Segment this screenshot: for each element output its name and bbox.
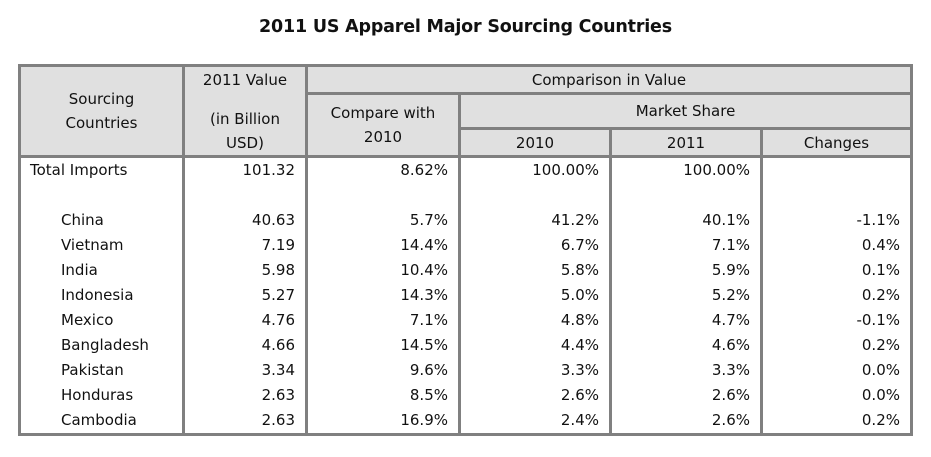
header-comparison-in-value: Comparison in Value	[305, 64, 913, 95]
cell-country: Bangladesh	[18, 333, 185, 358]
table-row: China 40.63 5.7% 41.2% 40.1% -1.1%	[18, 208, 913, 233]
cell-share-2010: 5.0%	[458, 283, 612, 308]
header-2011-value: 2011 Value (in Billion USD)	[182, 64, 308, 158]
spacer-cell	[760, 183, 913, 208]
spacer-cell	[609, 183, 763, 208]
header-changes: Changes	[760, 127, 913, 158]
cell-share-2011: 2.6%	[609, 383, 763, 408]
cell-share-2011: 7.1%	[609, 233, 763, 258]
cell-change: 0.2%	[760, 333, 913, 358]
cell-change: 0.4%	[760, 233, 913, 258]
cell-share-2011: 3.3%	[609, 358, 763, 383]
cell-value-2011: 2.63	[182, 408, 308, 435]
spacer-cell	[305, 183, 461, 208]
cell-country: Pakistan	[18, 358, 185, 383]
cell-change: 0.0%	[760, 358, 913, 383]
table-body: Total Imports 101.32 8.62% 100.00% 100.0…	[18, 156, 913, 435]
cell-country: India	[18, 258, 185, 283]
cell-change	[760, 156, 913, 183]
cell-compare-2010: 14.5%	[305, 333, 461, 358]
table-row: Cambodia 2.63 16.9% 2.4% 2.6% 0.2%	[18, 408, 913, 435]
header-compare-with-2010-label: Compare with 2010	[330, 104, 436, 146]
cell-value-2011: 7.19	[182, 233, 308, 258]
cell-country: Honduras	[18, 383, 185, 408]
table-title: 2011 US Apparel Major Sourcing Countries	[259, 17, 672, 37]
cell-share-2010: 2.4%	[458, 408, 612, 435]
cell-value-2011: 3.34	[182, 358, 308, 383]
table-row-total: Total Imports 101.32 8.62% 100.00% 100.0…	[18, 156, 913, 183]
cell-compare-2010: 7.1%	[305, 308, 461, 333]
cell-change: 0.1%	[760, 258, 913, 283]
header-2011-value-line2: (in Billion USD)	[210, 110, 280, 152]
cell-compare-2010: 8.62%	[305, 156, 461, 183]
cell-change: -0.1%	[760, 308, 913, 333]
cell-value-2011: 101.32	[182, 156, 308, 183]
header-share-2011: 2011	[609, 127, 763, 158]
table-row: Bangladesh 4.66 14.5% 4.4% 4.6% 0.2%	[18, 333, 913, 358]
sourcing-table: Sourcing Countries 2011 Value (in Billio…	[18, 64, 913, 436]
header-sourcing-countries-label: Sourcing Countries	[65, 90, 138, 132]
cell-value-2011: 2.63	[182, 383, 308, 408]
table-header: Sourcing Countries 2011 Value (in Billio…	[18, 64, 913, 158]
cell-value-2011: 5.98	[182, 258, 308, 283]
cell-compare-2010: 14.4%	[305, 233, 461, 258]
table-row: India 5.98 10.4% 5.8% 5.9% 0.1%	[18, 258, 913, 283]
cell-change: 0.2%	[760, 283, 913, 308]
cell-share-2010: 5.8%	[458, 258, 612, 283]
cell-compare-2010: 9.6%	[305, 358, 461, 383]
header-sourcing-countries: Sourcing Countries	[18, 64, 185, 158]
cell-share-2011: 2.6%	[609, 408, 763, 435]
table-row: Vietnam 7.19 14.4% 6.7% 7.1% 0.4%	[18, 233, 913, 258]
spacer-cell	[18, 183, 185, 208]
cell-country: Total Imports	[18, 156, 185, 183]
cell-share-2011: 40.1%	[609, 208, 763, 233]
cell-country: Indonesia	[18, 283, 185, 308]
cell-compare-2010: 16.9%	[305, 408, 461, 435]
cell-country: China	[18, 208, 185, 233]
cell-share-2011: 5.2%	[609, 283, 763, 308]
cell-country: Cambodia	[18, 408, 185, 435]
cell-compare-2010: 5.7%	[305, 208, 461, 233]
table-row: Honduras 2.63 8.5% 2.6% 2.6% 0.0%	[18, 383, 913, 408]
cell-share-2010: 100.00%	[458, 156, 612, 183]
header-2011-value-line1: 2011 Value	[202, 71, 288, 89]
cell-compare-2010: 10.4%	[305, 258, 461, 283]
cell-value-2011: 5.27	[182, 283, 308, 308]
cell-compare-2010: 14.3%	[305, 283, 461, 308]
cell-share-2010: 3.3%	[458, 358, 612, 383]
cell-share-2010: 6.7%	[458, 233, 612, 258]
header-compare-with-2010: Compare with 2010	[305, 92, 461, 158]
cell-change: 0.2%	[760, 408, 913, 435]
table-row: Indonesia 5.27 14.3% 5.0% 5.2% 0.2%	[18, 283, 913, 308]
spacer-cell	[458, 183, 612, 208]
cell-value-2011: 4.66	[182, 333, 308, 358]
cell-change: 0.0%	[760, 383, 913, 408]
header-share-2010: 2010	[458, 127, 612, 158]
cell-share-2010: 41.2%	[458, 208, 612, 233]
cell-country: Mexico	[18, 308, 185, 333]
cell-compare-2010: 8.5%	[305, 383, 461, 408]
cell-share-2011: 5.9%	[609, 258, 763, 283]
header-market-share: Market Share	[458, 92, 913, 130]
table-row: Mexico 4.76 7.1% 4.8% 4.7% -0.1%	[18, 308, 913, 333]
cell-value-2011: 4.76	[182, 308, 308, 333]
cell-share-2010: 4.8%	[458, 308, 612, 333]
table-row-spacer	[18, 183, 913, 208]
cell-share-2010: 4.4%	[458, 333, 612, 358]
table-row: Pakistan 3.34 9.6% 3.3% 3.3% 0.0%	[18, 358, 913, 383]
cell-share-2011: 100.00%	[609, 156, 763, 183]
cell-share-2011: 4.7%	[609, 308, 763, 333]
cell-value-2011: 40.63	[182, 208, 308, 233]
cell-share-2010: 2.6%	[458, 383, 612, 408]
spacer-cell	[182, 183, 308, 208]
cell-share-2011: 4.6%	[609, 333, 763, 358]
cell-country: Vietnam	[18, 233, 185, 258]
cell-change: -1.1%	[760, 208, 913, 233]
